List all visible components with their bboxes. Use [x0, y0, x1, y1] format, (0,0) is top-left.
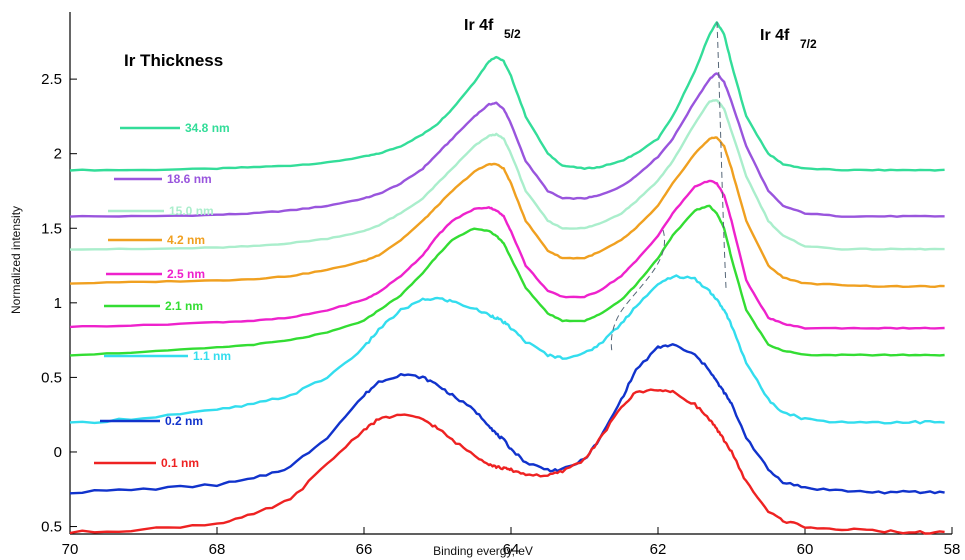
y-tick-label: 0.5	[41, 519, 62, 536]
y-ticks: 2.5 2 1.5 1 0.5 0 0.5	[41, 71, 77, 536]
series-line	[69, 343, 945, 495]
legend-label: 2.5 nm	[167, 267, 205, 281]
peak-label-main: Ir 4f	[464, 17, 494, 34]
series-line	[69, 274, 945, 425]
legend: 34.8 nm 18.6 nm 15.0 nm 4.2 nm 2.5 nm 2.1 nm 1…	[94, 121, 231, 470]
y-tick-label: 0.5	[41, 369, 62, 386]
series-line	[69, 21, 945, 172]
peak-shift-guide-low	[610, 229, 665, 353]
legend-label: 15.0 nm	[169, 204, 214, 218]
series-line	[69, 204, 945, 357]
series-line	[69, 99, 945, 251]
legend-label: 0.2 nm	[165, 414, 203, 428]
legend-label: 4.2 nm	[167, 233, 205, 247]
series-line	[69, 388, 945, 535]
legend-label: 2.1 nm	[165, 299, 203, 313]
x-tick-label: 66	[356, 541, 373, 558]
legend-label: 1.1 nm	[193, 349, 231, 363]
y-tick-label: 2	[54, 146, 62, 163]
y-tick-label: 2.5	[41, 71, 62, 88]
series-line	[69, 72, 945, 218]
series-lines	[69, 21, 945, 535]
series-line	[69, 179, 945, 330]
peak-label-4f7-2: Ir 4f 7/2	[760, 27, 817, 51]
legend-item: 34.8 nm	[120, 121, 230, 135]
peak-label-main: Ir 4f	[760, 27, 790, 44]
legend-item: 2.1 nm	[104, 299, 203, 313]
chart-title: Ir Thickness	[124, 51, 223, 70]
x-tick-label: 64	[503, 541, 520, 558]
x-tick-label: 58	[944, 541, 961, 558]
peak-shift-guide-7-2	[716, 21, 727, 289]
series-line	[69, 136, 945, 288]
y-axis-title: Normalized intensity	[9, 206, 23, 314]
x-ticks: 70 68 66 64 62 60 58	[62, 527, 961, 558]
x-axis-title: Binding evergy, eV	[433, 544, 533, 558]
legend-item: 2.5 nm	[106, 267, 205, 281]
y-tick-label: 1.5	[41, 220, 62, 237]
x-tick-label: 70	[62, 541, 79, 558]
peak-label-sub: 7/2	[800, 37, 817, 51]
legend-item: 4.2 nm	[108, 233, 205, 247]
legend-item: 18.6 nm	[114, 172, 212, 186]
legend-label: 34.8 nm	[185, 121, 230, 135]
peak-label-sub: 5/2	[504, 27, 521, 41]
peak-label-4f5-2: Ir 4f 5/2	[464, 17, 521, 41]
legend-label: 18.6 nm	[167, 172, 212, 186]
legend-item: 0.2 nm	[100, 414, 203, 428]
x-tick-label: 60	[797, 541, 814, 558]
legend-label: 0.1 nm	[161, 456, 199, 470]
y-tick-label: 0	[54, 444, 62, 461]
x-tick-label: 68	[209, 541, 226, 558]
x-tick-label: 62	[650, 541, 667, 558]
legend-item: 15.0 nm	[108, 204, 214, 218]
y-tick-label: 1	[54, 295, 62, 312]
legend-item: 0.1 nm	[94, 456, 199, 470]
legend-item: 1.1 nm	[104, 349, 231, 363]
